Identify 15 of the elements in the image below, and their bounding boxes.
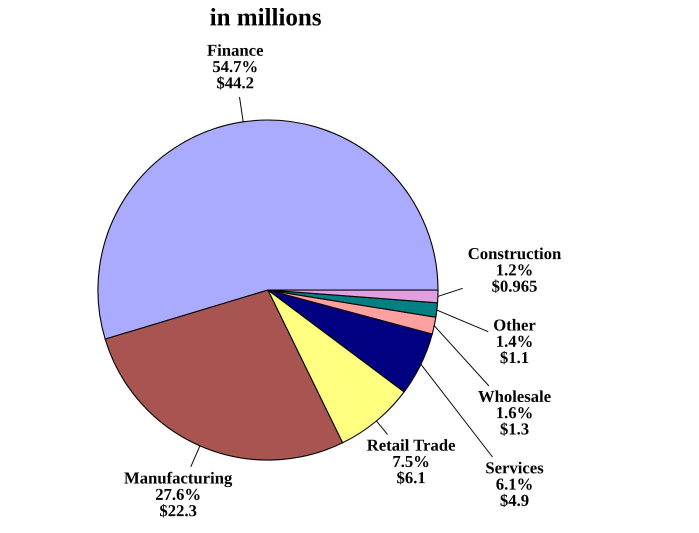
slice-label: Retail Trade xyxy=(367,439,456,451)
slice-label: Services xyxy=(486,462,544,474)
slice-label: Finance xyxy=(207,44,264,56)
slice-label: Other xyxy=(494,318,536,331)
data-label: 7.5% $6.1 xyxy=(393,456,428,484)
data-label: 1.2% $0.965 xyxy=(492,264,537,293)
chart-title: in millions xyxy=(210,8,321,26)
data-label: 1.6% $1.3 xyxy=(497,407,532,436)
slice-label: Construction xyxy=(468,248,562,260)
slice-label: Manufacturing xyxy=(124,472,232,488)
data-label: 27.6% $22.3 xyxy=(156,488,200,518)
data-label: 1.4% $1.1 xyxy=(497,336,532,364)
data-label: 6.1% $4.9 xyxy=(496,478,532,508)
slice-label: Wholesale xyxy=(478,390,551,402)
data-label: 54.7% $44.2 xyxy=(212,60,257,90)
